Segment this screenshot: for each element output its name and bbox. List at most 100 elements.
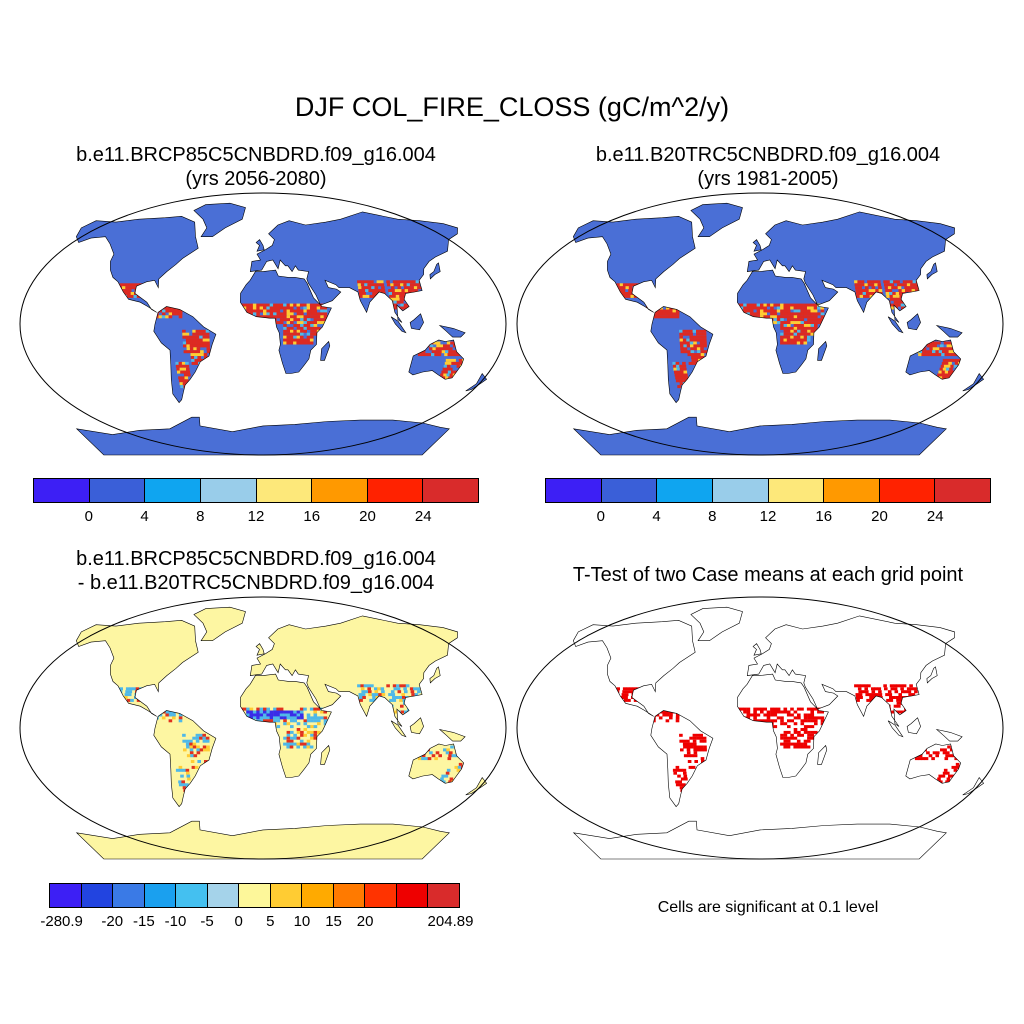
grid-cell: [323, 719, 328, 723]
grid-cell: [252, 309, 257, 313]
grid-cell: [263, 309, 267, 313]
grid-cell: [431, 754, 436, 758]
grid-cell: [296, 730, 301, 734]
grid-cell: [904, 690, 908, 694]
grid-cell: [194, 361, 199, 365]
grid-cell: [269, 716, 274, 720]
grid-cell: [773, 725, 778, 729]
grid-cell: [854, 280, 858, 284]
grid-cell: [300, 716, 304, 720]
grid-cell: [673, 771, 677, 775]
grid-cell: [436, 344, 440, 348]
grid-cell: [423, 704, 427, 708]
grid-cell: [686, 742, 690, 746]
grid-cell: [655, 312, 660, 316]
grid-cell: [289, 736, 294, 740]
grid-cell: [796, 341, 801, 345]
grid-cell: [449, 347, 453, 351]
grid-cell: [396, 280, 400, 284]
grid-cell: [682, 783, 686, 787]
grid-cell: [746, 710, 751, 714]
grid-cell: [773, 710, 777, 714]
grid-cell: [266, 303, 270, 307]
grid-cell: [239, 719, 243, 723]
grid-cell: [820, 309, 825, 313]
grid-cell: [946, 344, 951, 348]
grid-cell: [192, 329, 196, 333]
grid-cell: [276, 719, 281, 723]
grid-cell: [780, 318, 784, 322]
grid-cell: [871, 687, 875, 691]
grid-cell: [796, 303, 801, 307]
grid-cell: [445, 751, 450, 755]
grid-cell: [902, 294, 907, 298]
grid-cell: [266, 713, 270, 717]
grid-cell: [204, 762, 208, 766]
grid-cell: [431, 350, 436, 354]
grid-cell: [310, 321, 314, 325]
grid-cell: [409, 297, 414, 301]
grid-cell: [159, 707, 163, 711]
grid-cell: [286, 713, 291, 717]
grid-cell: [175, 361, 179, 365]
grid-cell: [914, 690, 918, 694]
grid-cell: [289, 745, 294, 749]
grid-cell: [699, 332, 703, 336]
grid-cell: [946, 347, 950, 351]
grid-cell: [622, 286, 626, 290]
grid-cell: [359, 698, 363, 702]
figure-title: DJF COL_FIRE_CLOSS (gC/m^2/y): [294, 92, 730, 122]
grid-cell: [907, 306, 912, 310]
grid-cell: [810, 736, 815, 740]
grid-cell: [807, 736, 811, 740]
grid-cell: [680, 344, 684, 348]
grid-cell: [857, 687, 862, 691]
grid-cell: [196, 338, 200, 342]
grid-cell: [299, 341, 304, 345]
grid-cell: [276, 303, 280, 307]
grid-cell: [944, 370, 949, 374]
grid-cell: [780, 321, 784, 325]
grid-cell: [914, 757, 919, 761]
grid-cell: [195, 332, 200, 336]
grid-cell: [406, 704, 411, 708]
grid-cell: [800, 719, 805, 723]
grid-cell: [439, 347, 443, 351]
colorbar-tick-label: 12: [759, 508, 777, 525]
grid-cell: [320, 710, 324, 714]
grid-cell: [861, 690, 866, 694]
grid-cell: [181, 780, 185, 784]
grid-cell: [743, 303, 747, 307]
grid-cell: [955, 350, 959, 354]
grid-cell: [256, 312, 260, 316]
grid-cell: [780, 324, 784, 327]
grid-cell: [374, 286, 379, 290]
grid-cell: [290, 315, 294, 319]
grid-cell: [797, 324, 801, 327]
grid-cell: [371, 286, 375, 290]
grid-cell: [196, 745, 200, 749]
grid-cell: [780, 335, 784, 339]
grid-cell: [252, 321, 257, 325]
grid-cell: [629, 283, 634, 287]
grid-cell: [780, 315, 784, 319]
grid-cell: [152, 306, 156, 310]
grid-cell: [382, 698, 387, 702]
grid-cell: [179, 306, 183, 310]
grid-cell: [807, 306, 811, 310]
grid-cell: [263, 318, 267, 322]
grid-cell: [897, 300, 901, 304]
grid-cell: [675, 315, 680, 319]
grid-cell: [283, 318, 287, 322]
grid-cell: [300, 321, 304, 325]
grid-cell: [386, 684, 390, 688]
grid-cell: [306, 739, 311, 743]
grid-cell: [206, 341, 210, 345]
grid-cell: [803, 321, 808, 325]
grid-cell: [733, 306, 737, 310]
grid-cell: [449, 358, 453, 362]
grid-cell: [736, 321, 740, 325]
grid-cell: [316, 332, 321, 336]
grid-cell: [658, 315, 663, 319]
grid-cell: [416, 283, 420, 287]
